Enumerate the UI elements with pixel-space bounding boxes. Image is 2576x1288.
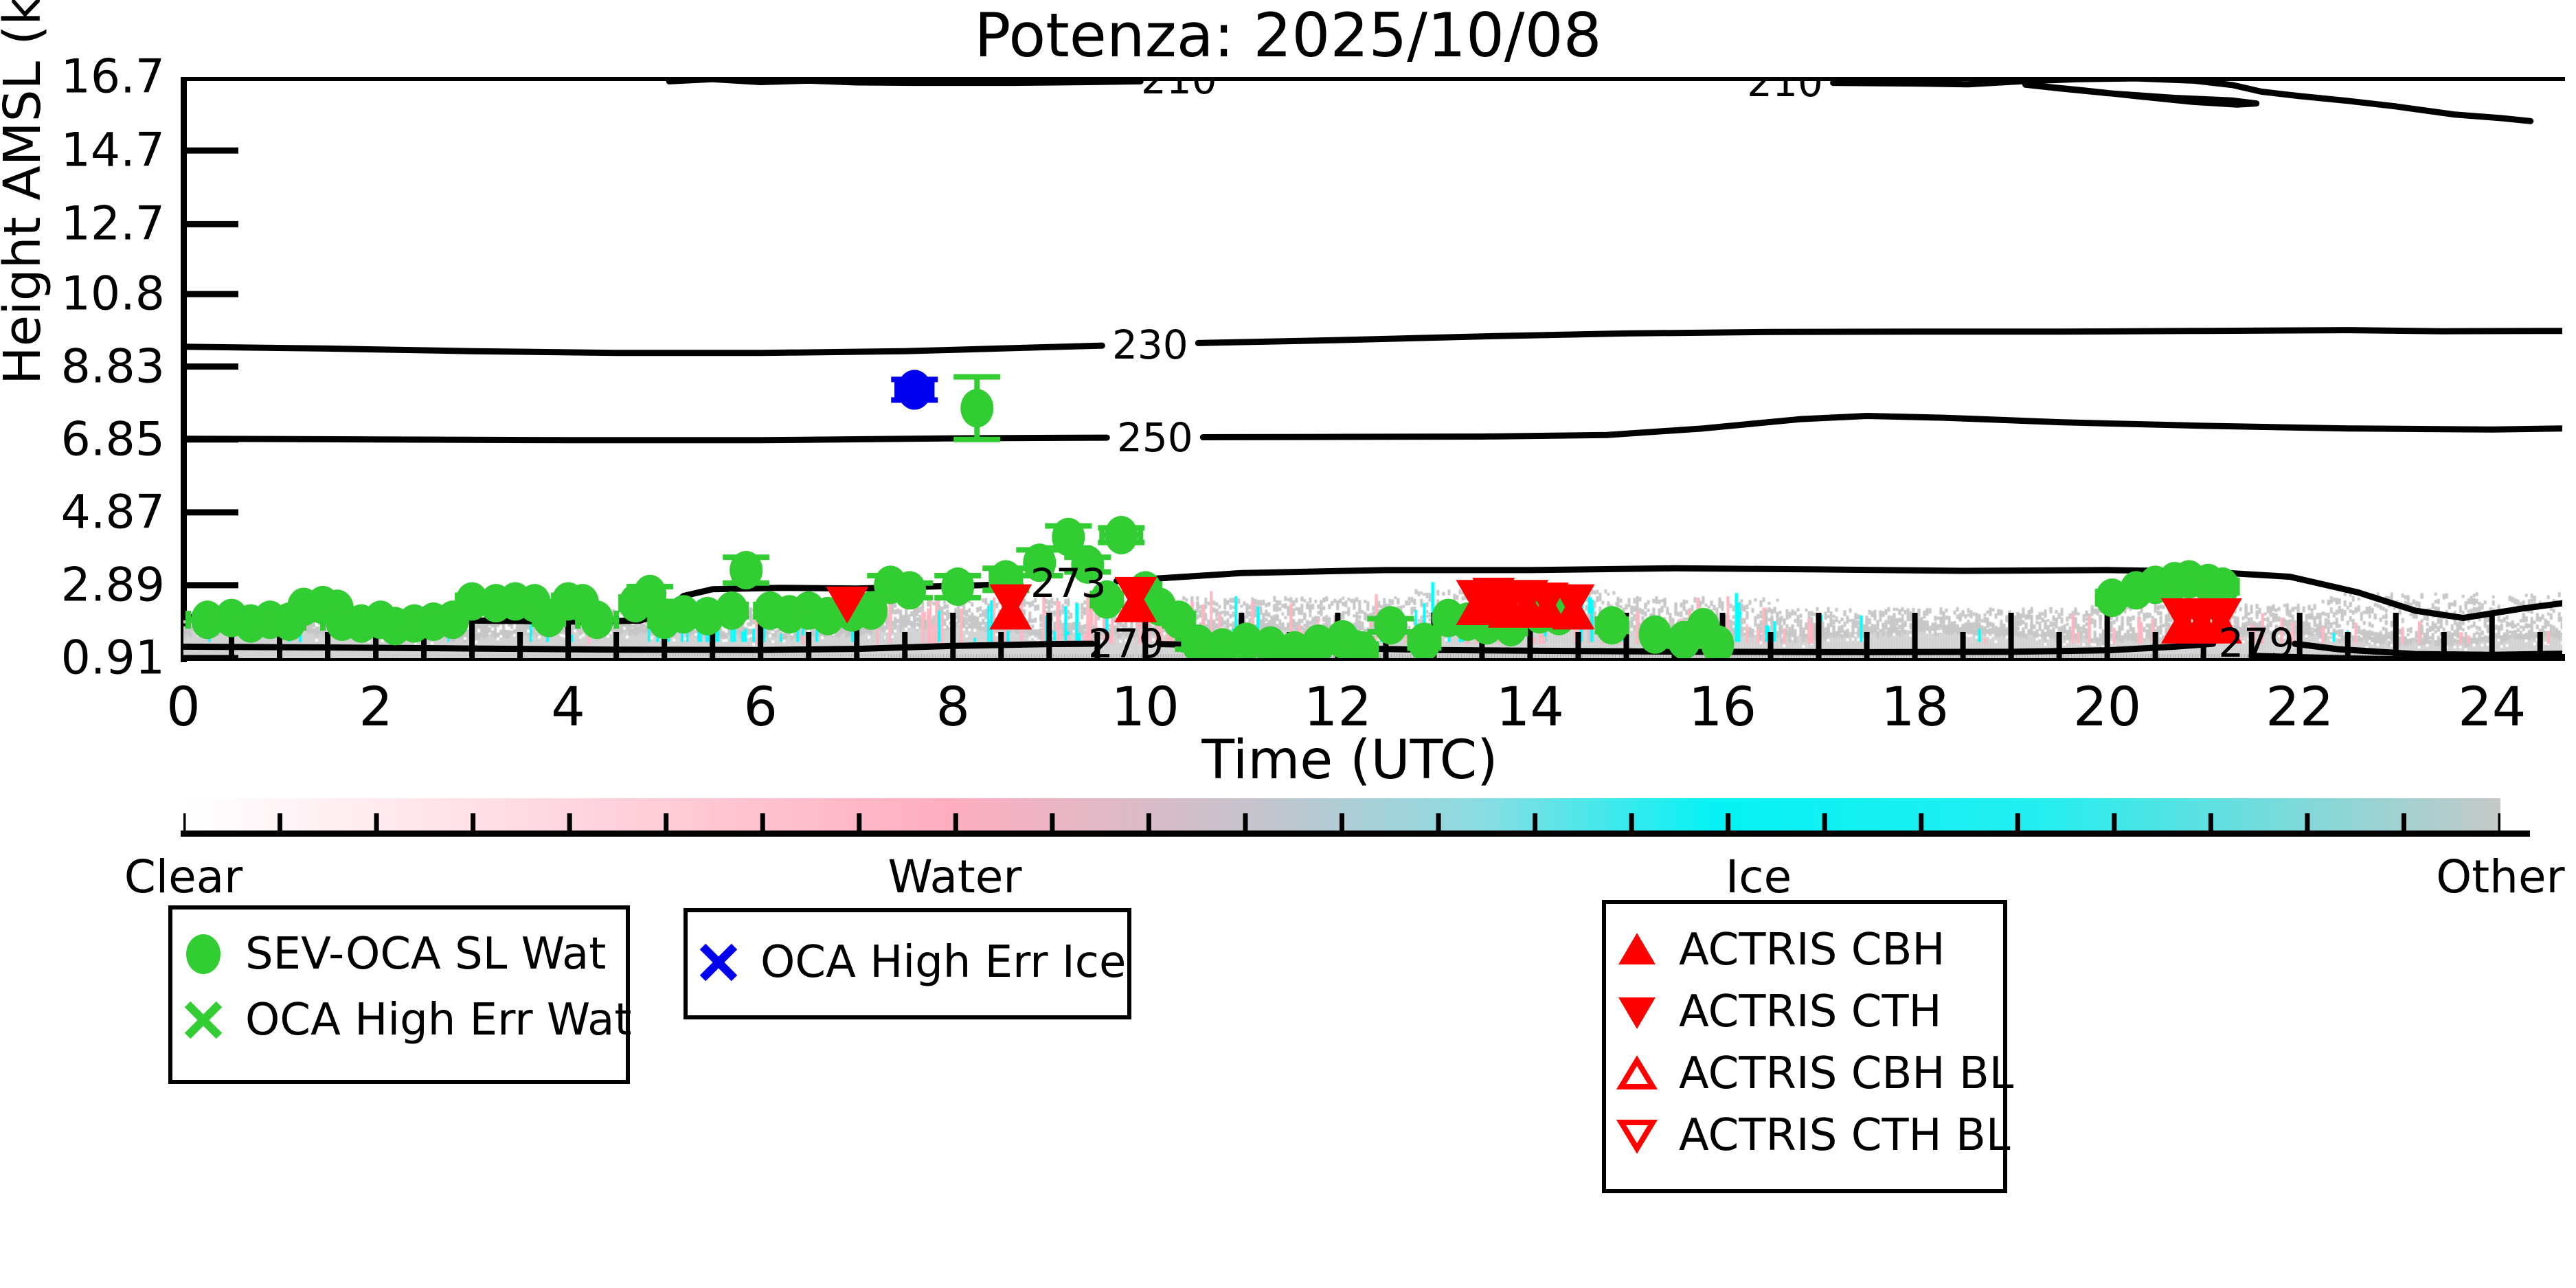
contour-label-210: 210 <box>1140 77 1217 104</box>
sev-oca-sl-wat-point <box>1345 631 1379 658</box>
contour-230 <box>1195 327 2562 346</box>
sev-oca-sl-wat-point <box>2206 567 2239 607</box>
legend-label-sev-oca-sl-wat: SEV-OCA SL Wat <box>245 929 607 980</box>
colorbar-baseline <box>181 831 2530 837</box>
y-tick-label: 8.83 <box>60 339 165 394</box>
sev-oca-sl-wat-point <box>715 591 749 630</box>
green-x-icon <box>184 1001 223 1039</box>
actris-cbh-marker <box>1526 590 1569 628</box>
contour-230 <box>183 342 1105 357</box>
x-tick-label: 10 <box>1111 677 1179 738</box>
green-dot-icon <box>186 934 221 974</box>
contour-label-279: 279 <box>2218 620 2295 658</box>
legend-label-actris-cbh-bl: ACTRIS CBH BL <box>1679 1048 2014 1099</box>
sev-oca-sl-wat-point <box>1595 606 1629 645</box>
x-tick-label: 20 <box>2073 677 2142 738</box>
legend-label-actris-cbh: ACTRIS CBH <box>1679 925 1945 975</box>
x-tick-label: 2 <box>359 677 393 738</box>
x-tick-label: 16 <box>1688 677 1757 738</box>
contour-250 <box>1199 413 2562 440</box>
x-axis-label: Time (UTC) <box>1201 730 1498 791</box>
contour-279 <box>183 640 1096 653</box>
legend-label-actris-cth-bl: ACTRIS CTH BL <box>1679 1110 2011 1161</box>
y-tick-label: 16.7 <box>60 49 165 104</box>
colorbar-ticks <box>183 813 2500 831</box>
contour-label-250: 250 <box>1116 414 1193 462</box>
x-tick-label: 0 <box>166 677 201 738</box>
contour-210 <box>2022 81 2260 108</box>
contour-210 <box>670 77 850 84</box>
sev-oca-sl-wat-point <box>941 567 975 607</box>
x-tick-label: 12 <box>1303 677 1372 738</box>
y-tick-label: 2.89 <box>60 558 165 613</box>
legend-box-water: SEV-OCA SL Wat OCA High Err Wat <box>168 905 632 1084</box>
sev-oca-sl-wat-point <box>730 550 763 589</box>
cloud-classification-texture <box>183 77 2562 658</box>
y-tick-label: 12.7 <box>60 196 165 251</box>
plot-area: 210 210 230 250 273 279 279 <box>183 77 2562 658</box>
contour-210 <box>1830 77 2534 124</box>
contour-label-273: 273 <box>1030 559 1107 607</box>
y-tick-label: 10.8 <box>60 267 165 321</box>
sev-oca-sl-wat-point <box>455 582 489 621</box>
colorbar-label-water: Water <box>888 850 1022 903</box>
red-triangle-up-icon <box>1618 933 1656 964</box>
colorbar-label-ice: Ice <box>1725 850 1792 903</box>
x-tick-label: 14 <box>1495 677 1565 738</box>
sev-oca-sl-wat-point <box>1071 545 1105 584</box>
colorbar-label-other: Other <box>2436 850 2565 903</box>
blue-x-icon <box>699 943 738 982</box>
sev-oca-sl-wat-point <box>1090 580 1124 619</box>
sev-oca-sl-wat-point <box>1105 516 1138 555</box>
legend-label-oca-high-err-wat: OCA High Err Wat <box>245 995 632 1046</box>
actris-cbh-marker <box>989 592 1032 630</box>
contour-273 <box>1113 565 2562 622</box>
y-tick-label: 0.91 <box>60 631 165 686</box>
sev-oca-sl-wat-point <box>1052 517 1085 556</box>
actris-cth-marker <box>826 586 869 624</box>
actris-cbh-marker <box>1114 585 1157 622</box>
colorbar-label-clear: Clear <box>124 850 243 903</box>
sev-oca-sl-wat-point <box>1408 622 1441 658</box>
y-tick-label: 4.87 <box>60 485 165 540</box>
sev-oca-sl-wat-point <box>1023 543 1057 583</box>
contour-label-230: 230 <box>1111 321 1188 369</box>
actris-cbh-marker <box>1552 592 1595 630</box>
contour-279 <box>2248 653 2562 658</box>
legend-label-actris-cth: ACTRIS CTH <box>1679 986 1942 1037</box>
sev-oca-sl-wat-point <box>580 600 614 640</box>
red-triangle-down-icon <box>1618 997 1656 1029</box>
x-tick-label: 8 <box>936 677 971 738</box>
sev-oca-sl-wat-point <box>855 591 888 630</box>
x-tick-label: 18 <box>1880 677 1950 738</box>
legend-box-ice: OCA High Err Ice <box>683 908 1131 1019</box>
contour-279 <box>2292 640 2562 658</box>
x-tick-label: 4 <box>551 677 585 738</box>
x-tick-label: 22 <box>2266 677 2334 738</box>
sev-oca-sl-wat-point <box>1638 615 1672 654</box>
legend-box-actris: ACTRIS CBH ACTRIS CTH ACTRIS CBH BL ACTR… <box>1602 900 2013 1193</box>
chart-layer <box>183 77 2562 658</box>
sev-oca-sl-wat-point <box>1701 625 1735 658</box>
contour-label-210: 210 <box>1747 77 1823 106</box>
contour-label-279: 279 <box>1087 620 1164 658</box>
chart-title: Potenza: 2025/10/08 <box>974 0 1602 71</box>
red-triangle-up-open-icon <box>1616 1055 1658 1089</box>
oca-ice-point <box>897 370 932 410</box>
red-triangle-down-open-icon <box>1616 1120 1658 1154</box>
y-tick-label: 14.7 <box>60 123 165 178</box>
sev-oca-sl-wat-point <box>1374 606 1408 645</box>
x-tick-label: 6 <box>743 677 778 738</box>
actris-cbh-marker <box>2199 606 2242 644</box>
sev-oca-sl-wat-point <box>960 389 994 428</box>
legend-label-oca-high-err-ice: OCA High Err Ice <box>760 937 1127 988</box>
x-tick-label: 24 <box>2458 677 2527 738</box>
sev-oca-sl-wat-point <box>893 571 927 610</box>
y-tick-label: 6.85 <box>60 412 165 467</box>
